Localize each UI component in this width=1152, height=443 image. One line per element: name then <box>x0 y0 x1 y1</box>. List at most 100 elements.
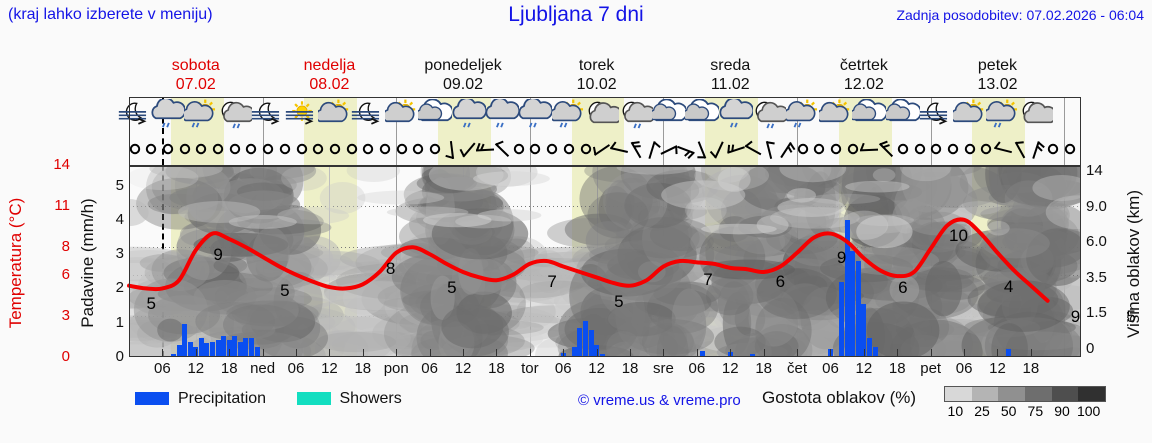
day-name: nedelja <box>303 57 356 74</box>
moon-wind-icon <box>351 99 383 133</box>
temperature-point-label: 5 <box>447 277 457 297</box>
precipitation-bar <box>588 329 594 357</box>
cloud-density-field <box>129 165 1081 357</box>
time-tick-mark <box>897 349 899 357</box>
precipitation-bar <box>866 338 872 357</box>
calm-wind-symbol <box>792 139 814 168</box>
sun-wind-icon <box>285 99 317 133</box>
cloud-rain-icon <box>452 97 487 133</box>
temperature-axis: 14 11 8 6 3 0 <box>46 156 70 365</box>
time-tick-label: 06 <box>287 360 305 377</box>
time-tick-mark <box>563 349 565 357</box>
day-date: 07.02 <box>175 76 216 93</box>
cloud-scale-value: 90 <box>1054 403 1070 419</box>
precipitation-bar <box>226 339 232 357</box>
wind-barb-symbol <box>691 139 713 168</box>
wind-barb-symbol <box>458 139 480 168</box>
sun-cloud-rain-icon <box>181 99 216 133</box>
cloud-height-tick: 3.5 <box>1086 268 1107 286</box>
cloud-scale-segment <box>1051 387 1079 401</box>
page-header: (kraj lahko izberete v meniju) Ljubljana… <box>0 0 1152 34</box>
precipitation-bar <box>855 261 861 357</box>
precipitation-bar <box>187 341 193 357</box>
copyright-notice[interactable]: © vreme.us & vreme.pro <box>578 392 741 409</box>
time-tick-mark <box>262 349 264 357</box>
precipitation-bar <box>198 338 204 357</box>
time-tick-label: 18 <box>755 360 772 377</box>
calm-wind-symbol <box>324 139 346 168</box>
calm-wind-symbol <box>341 139 363 168</box>
sun-cloud-icon <box>816 99 851 133</box>
day-date: 09.02 <box>443 76 484 93</box>
precipitation-bar <box>215 339 221 357</box>
time-tick-label: 12 <box>187 360 205 377</box>
cloud-rain-icon <box>518 97 554 133</box>
precipitation-bar <box>204 343 210 357</box>
time-tick-mark <box>730 349 732 357</box>
time-tick-mark <box>1030 349 1032 357</box>
temperature-point-label: 6 <box>898 277 908 297</box>
temperature-point-label: 9 <box>213 245 223 265</box>
temperature-point-label: 8 <box>385 258 396 278</box>
time-tick-mark <box>529 349 531 357</box>
wind-barb-symbol <box>658 139 680 168</box>
cloud-height-tick: 14 <box>1086 162 1103 179</box>
time-tick-mark <box>696 349 698 357</box>
cloud-density-scale-values: 10 25 50 75 90 100 <box>944 403 1116 421</box>
temperature-point-label: 10 <box>949 225 968 245</box>
temperature-point-label: 9 <box>836 247 847 267</box>
temperature-point-label: 9 <box>1070 306 1081 326</box>
precipitation-bar <box>583 321 588 357</box>
time-tick-label: 12 <box>721 360 739 377</box>
time-tick-label: čet <box>787 360 808 377</box>
cloud-height-axis-title: Višina oblakov (km) <box>1124 189 1143 339</box>
time-tick-label: 18 <box>888 360 906 377</box>
time-tick-label: 12 <box>321 360 338 377</box>
calm-wind-symbol <box>1042 139 1064 168</box>
sun-cloud-icon <box>950 99 985 133</box>
time-tick-label: 18 <box>621 360 639 377</box>
time-tick-label: 06 <box>688 360 706 377</box>
calm-wind-symbol <box>524 139 546 168</box>
time-tick-mark <box>863 349 865 357</box>
last-updated: Zadnja posodobitev: 07.02.2026 - 06:04 <box>896 7 1144 23</box>
cloud-scale-segment <box>1078 387 1106 401</box>
cloud-icon <box>883 98 922 133</box>
forecast-plot[interactable]: 5 9 5 8 5 7 5 7 6 9 6 10 4 9 5 <box>127 165 1136 357</box>
wind-barb-symbol <box>491 139 513 168</box>
time-tick-label: 12 <box>454 360 472 377</box>
precipitation-bar <box>254 346 260 357</box>
precipitation-bar <box>248 338 254 357</box>
cloud-rain-icon <box>151 97 187 133</box>
cloud-density-scalebar <box>944 386 1106 402</box>
temperature-point-label: 4 <box>1003 276 1014 296</box>
time-tick-mark <box>362 349 364 357</box>
day-header: petek 13.02 <box>931 56 1065 94</box>
temperature-point-label: 7 <box>547 272 557 292</box>
day-date: 11.02 <box>710 76 750 93</box>
day-date: 13.02 <box>977 76 1018 93</box>
location-menu-note[interactable]: (kraj lahko izberete v meniju) <box>8 6 213 23</box>
wind-barb-symbol <box>775 139 797 168</box>
calm-wind-symbol <box>508 139 530 168</box>
day-name: petek <box>977 57 1018 74</box>
calm-wind-symbol <box>207 139 229 168</box>
calm-wind-symbol <box>892 139 914 168</box>
calm-wind-symbol <box>174 139 196 168</box>
calm-wind-symbol <box>942 139 964 168</box>
wind-barb-symbol <box>441 139 463 168</box>
calm-wind-symbol <box>291 139 313 168</box>
day-header: nedelja 08.02 <box>263 56 397 94</box>
calm-wind-symbol <box>1059 139 1081 168</box>
calm-wind-symbol <box>190 139 212 168</box>
wind-barb-symbol <box>608 139 630 168</box>
cloud-scale-segment <box>945 387 972 401</box>
precipitation-axis: 5 4 3 2 1 0 <box>104 166 124 365</box>
series-legend: Precipitation Showers <box>135 390 428 408</box>
precipitation-tick: 0 <box>115 348 124 365</box>
day-date: 12.02 <box>843 76 884 93</box>
wind-barb-symbol <box>725 139 747 168</box>
legend-precipitation: Precipitation <box>135 390 266 408</box>
temperature-axis-title: Temperatura (°C) <box>6 197 25 329</box>
precipitation-bar <box>243 338 249 357</box>
